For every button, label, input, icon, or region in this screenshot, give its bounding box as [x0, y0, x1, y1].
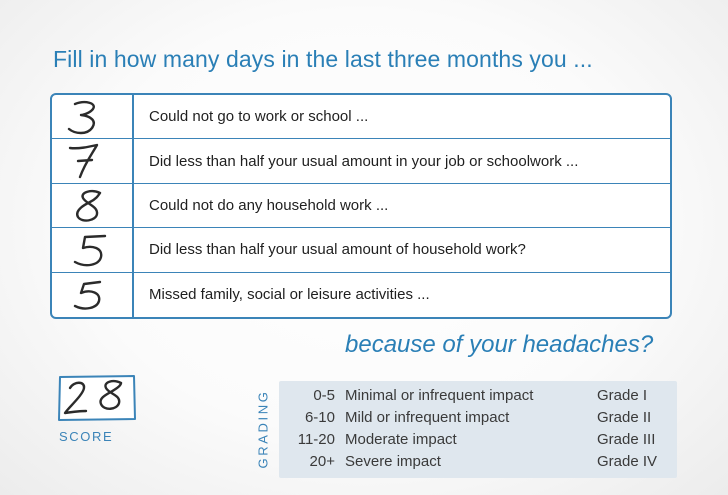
score-field[interactable]: 28 [55, 373, 139, 423]
grading-grade: Grade IV [597, 453, 658, 470]
table-row: 8 Could not do any household work ... [52, 183, 670, 229]
table-row: 5 Did less than half your usual amount o… [52, 228, 670, 273]
handwritten-days-field[interactable]: 5 [52, 228, 134, 272]
grading-panel: 0-5 Minimal or infrequent impact Grade I… [279, 381, 677, 478]
question-text: Could not do any household work ... [149, 196, 389, 214]
grading-grade: Grade I [597, 387, 648, 404]
grading-row: 11-20 Moderate impact Grade III [279, 431, 677, 453]
question-text: Did less than half your usual amount of … [149, 241, 526, 259]
table-row: 3 Could not go to work or school ... [52, 95, 670, 140]
question-text: Could not go to work or school ... [149, 108, 369, 126]
table-row: 7 Did less than half your usual amount i… [52, 139, 670, 184]
grading-range: 0-5 [313, 387, 335, 404]
grading-range: 6-10 [304, 409, 335, 426]
handwritten-days-field[interactable]: 7 [52, 139, 134, 183]
question-text: Missed family, social or leisure activit… [149, 286, 430, 304]
handwritten-digit [68, 144, 99, 179]
grading-label: GRADING [255, 389, 271, 469]
score-box-frame [58, 375, 136, 421]
days-table: 3 Could not go to work or school ... 7 D… [50, 93, 672, 319]
grading-description: Minimal or infrequent impact [345, 387, 534, 404]
table-row: 5 Missed family, social or leisure activ… [52, 272, 670, 317]
question-text: Did less than half your usual amount in … [149, 152, 579, 170]
page-title: Fill in how many days in the last three … [53, 46, 593, 72]
handwritten-digit [76, 189, 102, 222]
grading-row: 6-10 Mild or infrequent impact Grade II [279, 409, 677, 431]
grading-row: 20+ Severe impact Grade IV [279, 453, 677, 475]
handwritten-digit [73, 280, 102, 310]
grading-grade: Grade II [597, 409, 652, 426]
grading-row: 0-5 Minimal or infrequent impact Grade I [279, 387, 677, 409]
grading-grade: Grade III [597, 431, 656, 448]
score-label: SCORE [59, 429, 114, 444]
grading-description: Mild or infrequent impact [345, 409, 510, 426]
handwritten-days-field[interactable]: 3 [52, 95, 134, 139]
handwritten-days-field[interactable]: 8 [52, 183, 134, 228]
grading-description: Severe impact [345, 453, 441, 470]
handwritten-digit [73, 234, 107, 267]
because-caption: because of your headaches? [345, 331, 654, 358]
grading-description: Moderate impact [345, 431, 457, 448]
grading-range: 11-20 [297, 431, 335, 448]
handwritten-days-field[interactable]: 5 [52, 272, 134, 317]
grading-range: 20+ [309, 453, 335, 470]
handwritten-digit [67, 101, 95, 135]
